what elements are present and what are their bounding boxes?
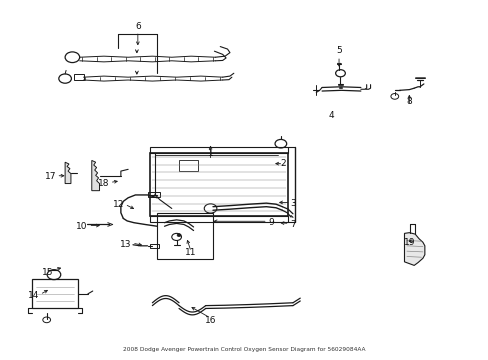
Text: 9: 9 xyxy=(268,218,273,227)
Polygon shape xyxy=(404,233,424,265)
Bar xyxy=(179,161,198,171)
Circle shape xyxy=(177,234,181,237)
Text: 13: 13 xyxy=(120,239,131,248)
Text: 1: 1 xyxy=(207,149,213,158)
Bar xyxy=(150,147,287,153)
Text: 6: 6 xyxy=(135,22,141,31)
Bar xyxy=(150,244,159,248)
Text: 7: 7 xyxy=(289,220,295,229)
Text: 14: 14 xyxy=(28,291,39,300)
Text: 2008 Dodge Avenger Powertrain Control Oxygen Sensor Diagram for 56029084AA: 2008 Dodge Avenger Powertrain Control Ox… xyxy=(123,347,365,351)
Text: 2: 2 xyxy=(280,159,285,168)
Bar xyxy=(32,279,78,308)
Text: 8: 8 xyxy=(406,97,411,106)
Text: 17: 17 xyxy=(45,172,56,181)
Bar xyxy=(74,74,83,80)
Text: 4: 4 xyxy=(328,112,334,121)
Text: 10: 10 xyxy=(76,222,88,231)
Bar xyxy=(157,213,213,259)
Text: 15: 15 xyxy=(42,268,54,277)
Text: 16: 16 xyxy=(204,316,216,325)
Text: 3: 3 xyxy=(289,199,295,208)
Bar xyxy=(150,216,287,222)
Polygon shape xyxy=(65,162,71,184)
Bar xyxy=(147,193,159,197)
Polygon shape xyxy=(92,161,100,191)
Bar xyxy=(150,153,287,216)
Text: 18: 18 xyxy=(98,179,109,188)
Text: 11: 11 xyxy=(185,248,197,257)
Text: 5: 5 xyxy=(335,46,341,55)
Text: 19: 19 xyxy=(403,238,414,247)
Text: 12: 12 xyxy=(113,201,124,210)
